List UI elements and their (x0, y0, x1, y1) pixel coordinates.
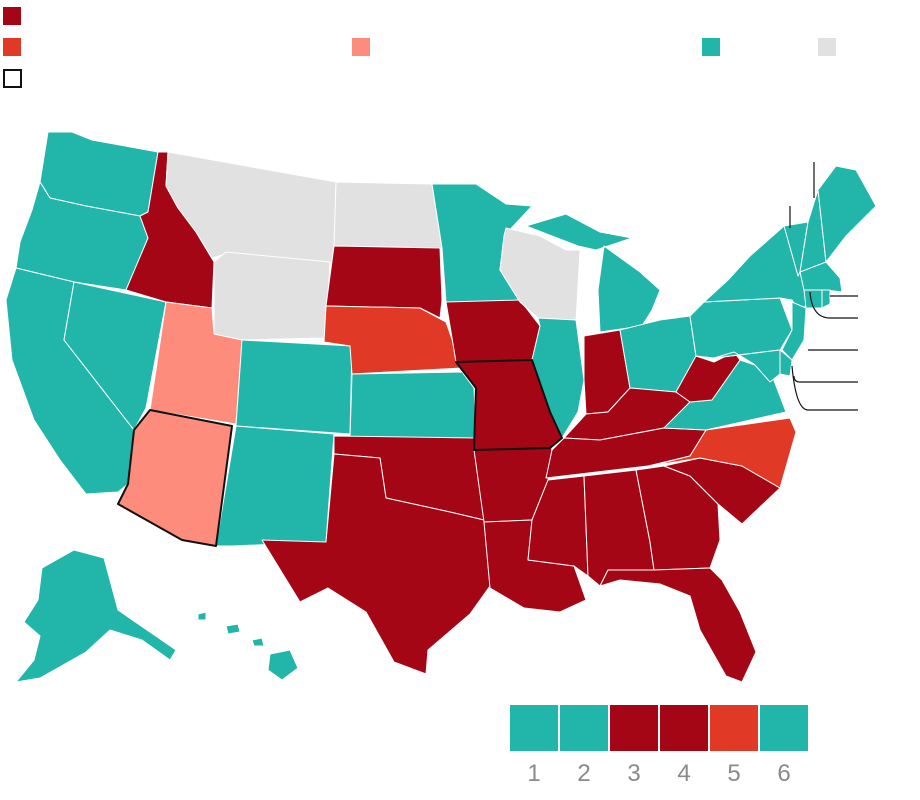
state-iowa (445, 299, 541, 363)
state-north-dakota (333, 181, 443, 249)
legend-swatch-dark-red (3, 7, 21, 25)
scale-tile-3 (610, 705, 658, 751)
outline-mo (455, 359, 563, 451)
outline-az (117, 409, 233, 547)
state-wyoming (213, 251, 331, 341)
scale-label-1: 1 (527, 760, 541, 787)
scale-label-2: 2 (577, 760, 591, 787)
state-hawaii (197, 611, 299, 681)
state-kansas (349, 371, 477, 439)
scale-label-4: 4 (677, 760, 691, 787)
state-new-mexico (215, 425, 335, 547)
scale-tile-4 (660, 705, 708, 751)
state-maine (817, 165, 877, 263)
state-rhode-island (821, 289, 831, 309)
outlined-states (117, 359, 563, 547)
us-states-map (5, 131, 877, 683)
scale-tile-2 (560, 705, 608, 751)
scale-label-3: 3 (627, 760, 641, 787)
state-florida (599, 567, 757, 683)
state-texas (261, 453, 491, 675)
scale-tile-6 (760, 705, 808, 751)
legend-swatch-teal (702, 38, 720, 56)
legend-swatch-salmon (352, 38, 370, 56)
legend-swatch-outlined (3, 69, 22, 88)
state-maryland (713, 349, 781, 383)
state-nevada (63, 281, 167, 431)
state-arizona (117, 409, 233, 547)
scale-tile-5 (710, 705, 758, 751)
state-west-virginia (675, 351, 741, 403)
scale-label-6: 6 (777, 760, 791, 787)
state-colorado (235, 339, 353, 435)
legend-swatch-gray (818, 38, 836, 56)
state-north-carolina (649, 417, 797, 489)
scale-tile-1 (510, 705, 558, 751)
legend-swatch-red-orange (3, 38, 21, 56)
state-michigan (525, 213, 661, 333)
state-alaska (15, 549, 177, 683)
scale-label-5: 5 (727, 760, 741, 787)
state-pennsylvania (689, 297, 793, 359)
callout-lines (789, 162, 858, 411)
state-nebraska (323, 305, 463, 375)
